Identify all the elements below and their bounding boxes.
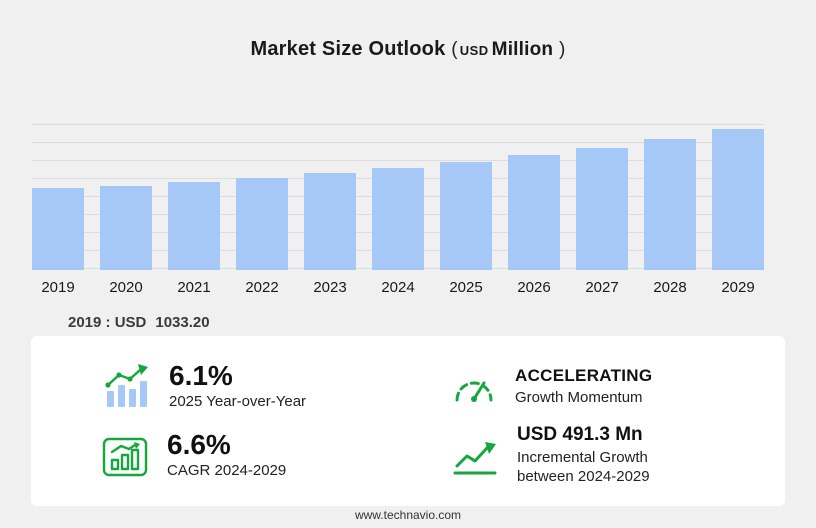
bar-2020 — [100, 185, 152, 270]
speedometer-icon — [451, 368, 497, 406]
title-unit-open: ( — [451, 39, 458, 60]
growth-arrow-icon — [451, 435, 499, 477]
stat-text: 6.1% 2025 Year-over-Year — [169, 361, 306, 412]
stat-label: Incremental Growth between 2024-2029 — [517, 449, 650, 485]
stats-card: 6.1% 2025 Year-over-Year ACCELERATING Gr… — [31, 336, 785, 506]
stat-label: CAGR 2024-2029 — [167, 462, 287, 480]
title-main: Market Size Outlook — [250, 38, 446, 60]
plot-area — [32, 124, 764, 270]
cagr-chart-icon — [101, 432, 149, 478]
bar-2021 — [168, 182, 220, 270]
bar-chart: 2019 2020 2021 2022 2023 2024 2025 2026 2027 2028… — [32, 124, 764, 296]
x-tick-2028: 2028 — [653, 279, 687, 296]
x-tick-2029: 2029 — [721, 279, 755, 296]
baseline-note-label: 2019 : USD — [68, 314, 147, 331]
x-tick-2027: 2027 — [585, 279, 619, 296]
bar-2028 — [644, 139, 696, 270]
title-unit-close: ) — [559, 39, 566, 60]
x-tick-2022: 2022 — [245, 279, 279, 296]
bar-2022 — [236, 177, 288, 270]
x-tick-2020: 2020 — [109, 279, 143, 296]
bar-2027 — [576, 147, 628, 270]
stat-value: USD 491.3 Mn — [517, 424, 643, 446]
stat-value: ACCELERATING — [515, 365, 653, 385]
x-tick-2021: 2021 — [177, 279, 211, 296]
x-tick-2023: 2023 — [313, 279, 347, 296]
stat-text: ACCELERATING Growth Momentum — [515, 366, 652, 408]
stat-cagr: 6.6% CAGR 2024-2029 — [101, 430, 451, 481]
stat-text: USD 491.3 Mn Incremental Growth between … — [517, 424, 692, 487]
stat-yoy: 6.1% 2025 Year-over-Year — [101, 361, 451, 412]
stat-label: 2025 Year-over-Year — [169, 393, 307, 411]
bar-growth-icon — [101, 363, 151, 409]
stat-incremental-growth: USD 491.3 Mn Incremental Growth between … — [451, 424, 767, 487]
baseline-note-value: 1033.20 — [155, 314, 210, 331]
stat-text: 6.6% CAGR 2024-2029 — [167, 430, 286, 481]
stat-value: 6.1% — [169, 359, 233, 391]
bar-2023 — [304, 172, 356, 270]
bar-2024 — [372, 168, 424, 270]
baseline-value-note: 2019 : USD 1033.20 — [68, 314, 210, 331]
x-tick-2026: 2026 — [517, 279, 551, 296]
footer-url: www.technavio.com — [354, 508, 462, 522]
bar-2025 — [440, 161, 492, 270]
bar-2019 — [32, 188, 84, 270]
x-tick-2019: 2019 — [41, 279, 75, 296]
bar-2026 — [508, 155, 560, 270]
stat-label: Growth Momentum — [515, 388, 643, 406]
x-tick-2024: 2024 — [381, 279, 415, 296]
x-axis-labels: 2019 2020 2021 2022 2023 2024 2025 2026 2027 2028… — [32, 279, 764, 296]
title-unit-word: Million — [491, 39, 554, 60]
bar-2029 — [712, 129, 764, 270]
page-title: Market Size Outlook (USD Million ) — [0, 38, 816, 61]
stat-momentum: ACCELERATING Growth Momentum — [451, 366, 767, 408]
title-unit-currency: USD — [459, 43, 489, 58]
x-tick-2025: 2025 — [449, 279, 483, 296]
stat-value: 6.6% — [167, 428, 231, 460]
